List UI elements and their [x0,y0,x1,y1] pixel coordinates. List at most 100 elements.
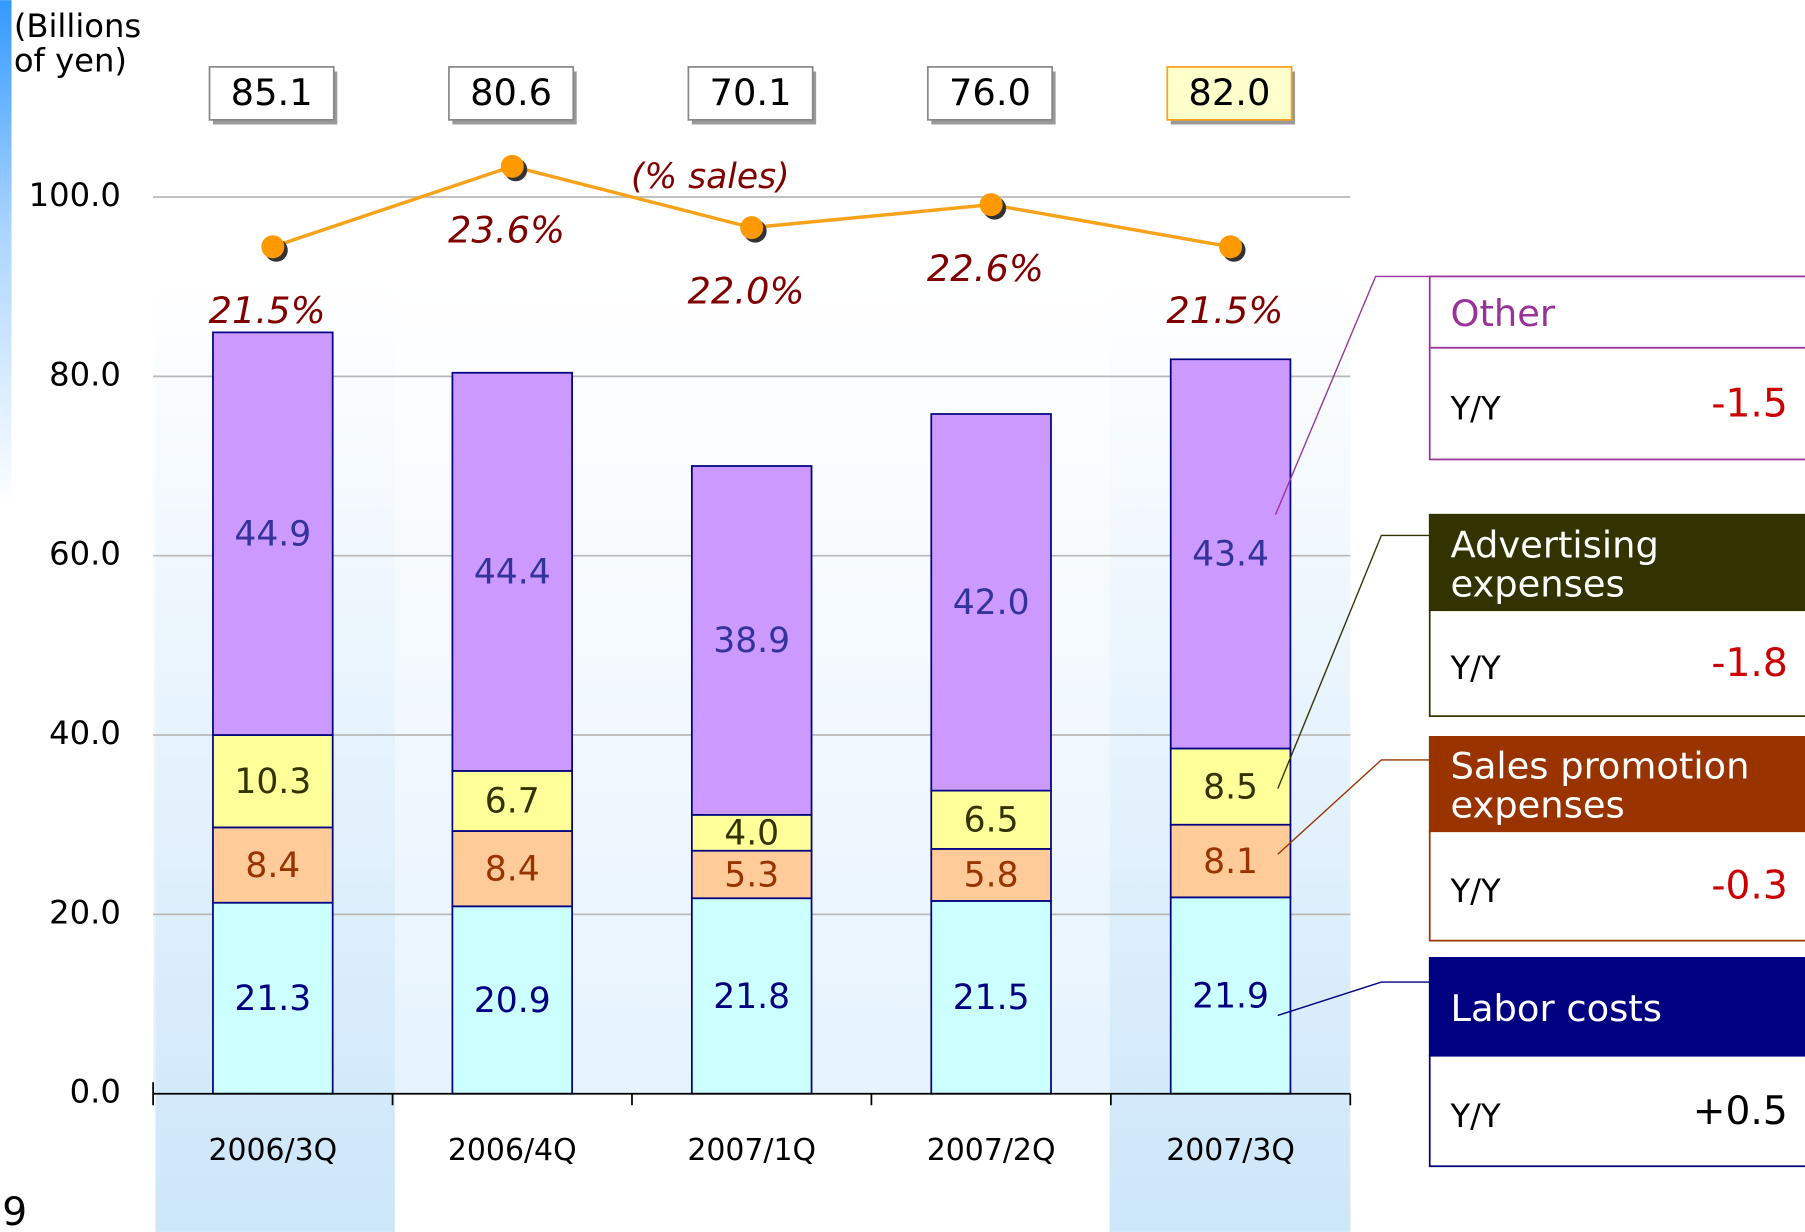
y-tick-label: 40.0 [49,714,121,752]
legend-yoy-value: -0.3 [1711,864,1787,909]
leader-line [1277,534,1430,789]
data-label: 21.9 [1192,976,1269,1016]
page-number: 9 [2,1190,27,1232]
legend-name: Labor costs [1450,986,1662,1031]
data-label: 6.7 [485,782,540,822]
bar-segment [212,901,334,1095]
total-label: 76.0 [949,71,1031,114]
data-label: 21.8 [713,977,790,1017]
data-label: 8.5 [1203,767,1258,807]
data-label: 5.3 [724,855,779,895]
marker [740,216,764,240]
legend-header-text-box: Advertising expenses [1450,522,1659,606]
x-tick-label: 2006/4Q [448,1133,577,1168]
legend-header [1428,736,1805,833]
total-box [926,66,1054,121]
data-label: 38.9 [713,621,790,661]
y-axis-label-text: (Billions of yen) [14,7,141,80]
line-annotation: (% sales) [631,157,790,197]
data-label: 5.8 [964,856,1019,896]
legend-yoy-value: +0.5 [1693,1089,1788,1134]
total-label: 85.1 [231,71,313,114]
legend-name: Sales promotion expenses [1450,744,1750,827]
legend-row [1428,609,1805,718]
data-label: 8.1 [1203,842,1258,882]
bar-segment [930,413,1052,792]
total-box [208,66,335,121]
legend-row [1428,1054,1805,1168]
data-label: 44.9 [234,515,311,555]
line-label: 21.5% [1166,289,1283,332]
bar-segment [930,900,1052,1095]
data-label: 10.3 [234,762,311,802]
legend-yoy-value: -1.8 [1711,641,1787,686]
total-box [1166,66,1293,121]
line-label: 22.6% [927,247,1044,290]
text-line: (Billions [14,7,141,45]
bar-segment [451,830,573,908]
data-label: 43.4 [1192,535,1269,575]
data-label: 4.0 [724,814,779,854]
marker [1219,235,1243,259]
legend-header-text-box: Sales promotion expenses [1450,744,1750,827]
data-label: 42.0 [953,583,1030,623]
x-tick-label: 2006/3Q [208,1133,337,1168]
y-tick-label: 0.0 [70,1073,121,1111]
y-tick-label: 80.0 [49,355,121,393]
legend-yoy-label: Y/Y [1449,1097,1501,1135]
data-label: 21.5 [953,978,1030,1018]
legend-yoy-value: -1.5 [1711,381,1787,426]
data-label: 21.3 [234,979,311,1019]
marker [500,154,524,178]
legend-row [1428,346,1805,461]
bar-segment [212,331,334,736]
legend-row [1428,830,1805,942]
leader-line [1277,981,1430,1017]
legend-name: Other [1450,291,1556,336]
bar-segment [1169,896,1292,1095]
total-label: 70.1 [710,71,792,114]
bar-segment [212,734,334,829]
total-box [448,66,575,121]
legend-name: Advertising expenses [1450,522,1659,606]
legend-header [1428,513,1805,612]
leader-lines [1274,275,1430,1017]
legend-header-text-box: Labor costs [1450,986,1662,1031]
bar-segment [1169,823,1292,899]
data-label: 8.4 [245,846,300,886]
bar-segment [1169,358,1292,750]
x-tick-label: 2007/2Q [927,1133,1056,1168]
line-label: 22.0% [687,270,804,313]
line-label: 21.5% [209,289,326,332]
data-label: 8.4 [485,849,540,889]
y-tick-label: 60.0 [49,535,121,573]
y-tick-label: 100.0 [29,176,121,214]
legend-yoy-label: Y/Y [1449,872,1501,910]
legend-header [1428,275,1805,349]
legend-yoy-label: Y/Y [1449,390,1501,428]
line-label: 23.6% [448,208,565,251]
legend-header-text-box: Other [1450,291,1556,336]
text-line: of yen) [14,41,127,79]
y-axis-label: (Billions of yen) [14,7,141,80]
data-label: 6.5 [964,801,1019,841]
marker [261,235,285,259]
bar-segment [690,465,813,816]
edge-accent [0,0,12,507]
x-tick-label: 2007/3Q [1166,1133,1295,1168]
total-box [687,66,814,121]
data-label: 44.4 [474,553,551,593]
total-label: 80.6 [470,71,552,114]
bar-segment [451,905,573,1095]
data-label: 20.9 [474,981,551,1021]
bar-segment [1169,747,1292,826]
bar-segment [930,848,1052,902]
bar-segment [451,371,573,772]
legend-yoy-label: Y/Y [1449,649,1501,687]
leader-line [1277,759,1430,855]
total-label: 82.0 [1188,71,1270,114]
bar-segment [212,826,334,904]
x-tick-label: 2007/1Q [687,1133,816,1168]
leader-line [1274,275,1430,515]
